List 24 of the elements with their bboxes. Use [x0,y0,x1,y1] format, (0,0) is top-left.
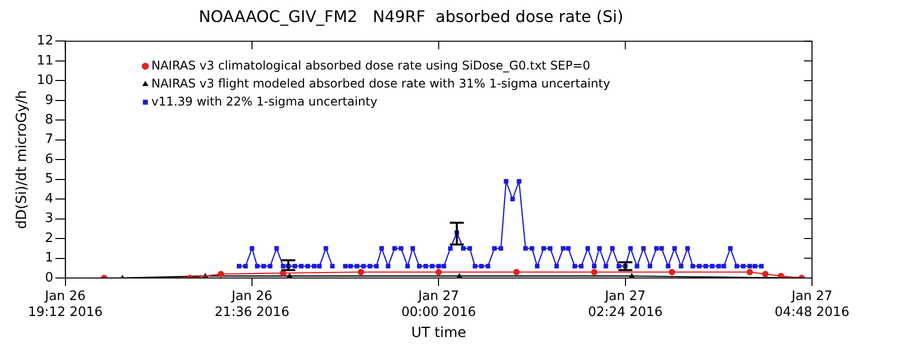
x-tick-label: Jan 27 00:00 2016 [401,289,476,320]
y-tick-label: 11 [36,53,54,68]
legend-label: NAIRAS v3 flight modeled absorbed dose rate with 31% 1-sigma uncertainty [151,76,610,90]
y-tick-label: 10 [36,73,54,88]
y-tick-label: 5 [45,172,54,187]
y-tick-label: 2 [45,230,54,246]
x-tick-label: Jan 26 21:36 2016 [214,289,290,320]
legend-label: NAIRAS v3 climatological absorbed dose rate using SiDose_G0.txt SEP=0 [151,58,590,72]
x-tick-label: Jan 26 19:12 2016 [28,289,103,320]
x-axis-title: UT time [411,325,466,342]
x-tick-label: Jan 27 02:24 2016 [588,289,663,320]
y-tick-label: 4 [45,191,54,206]
y-tick-label: 7 [45,132,54,148]
y-tick-label: 3 [45,211,54,226]
legend-label: v11.39 with 22% 1-sigma uncertainty [151,94,378,108]
chart-title: NOAAAOC_GIV_FM2 N49RF absorbed dose rate (Si) [198,6,624,26]
y-tick-label: 9 [45,92,54,108]
y-tick-label: 12 [36,34,54,49]
y-tick-label: 8 [45,112,54,128]
y-tick-label: 6 [45,152,54,167]
y-tick-label: 0 [45,270,54,286]
x-tick-label: Jan 27 04:48 2016 [774,289,850,320]
y-axis-title: dD(Si)/dt microGy/h [14,90,30,230]
y-tick-label: 1 [45,250,54,266]
